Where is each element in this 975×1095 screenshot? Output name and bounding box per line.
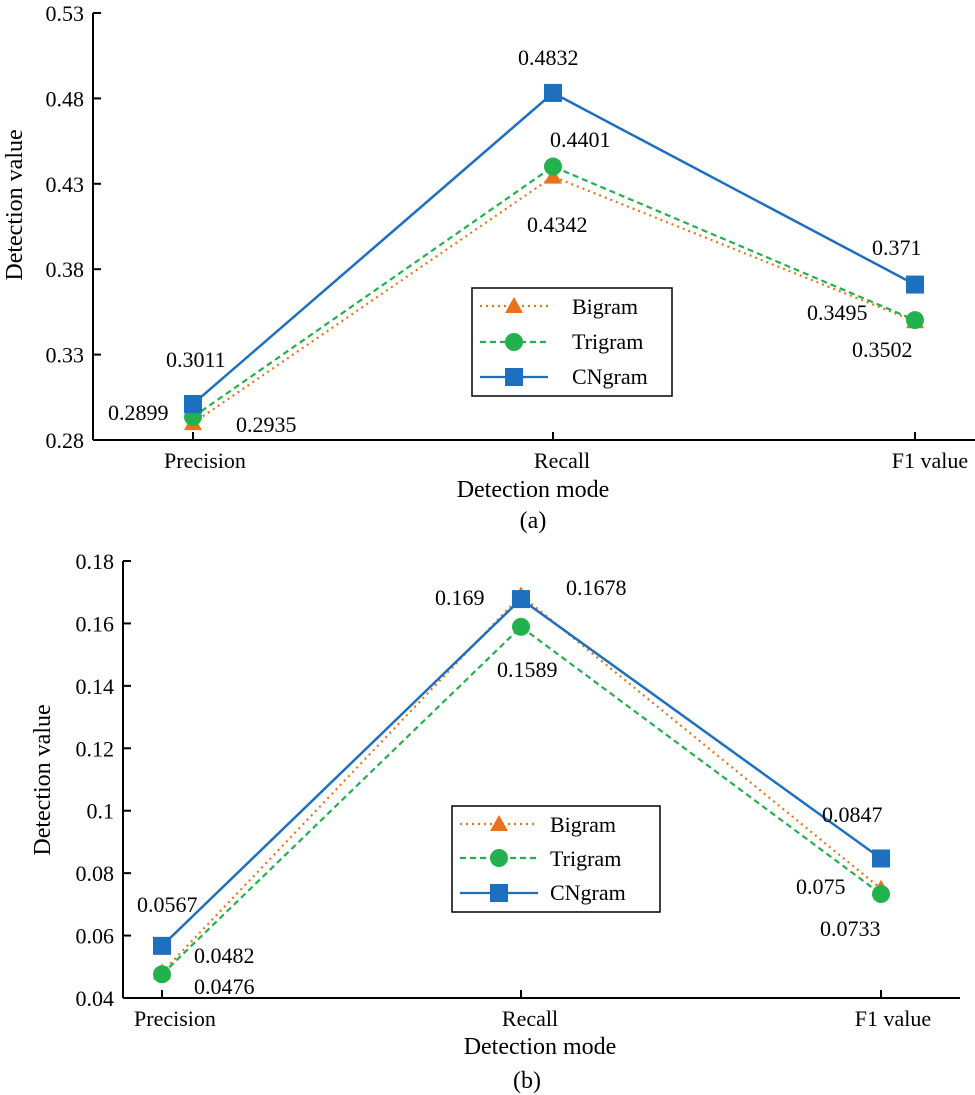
- series-a: [184, 83, 924, 431]
- label-a-bigram-precision: 0.2899: [108, 400, 169, 425]
- y-tick-label-b: 0.12: [76, 736, 115, 761]
- y-ticks-b: 0.04 0.06 0.08 0.1 0.12 0.14 0.16 0.18: [76, 549, 131, 1011]
- label-b-trigram-f1: 0.0733: [820, 916, 881, 941]
- label-a-trigram-precision: 0.2935: [236, 412, 297, 437]
- x-ticks-b: Precision Recall F1 value: [134, 990, 931, 1031]
- legend-b-bigram-text: Bigram: [550, 812, 616, 837]
- series-line-a-trigram: [192, 165, 916, 418]
- legend-b-trigram-text: Trigram: [550, 846, 621, 871]
- y-tick-label-b: 0.08: [76, 861, 115, 886]
- y-axis-title-a: Detection value: [2, 129, 28, 280]
- legend-marker-trigram: [490, 849, 508, 867]
- data-labels-b: 0.0482 0.0476 0.0567 0.169 0.1589 0.1678…: [137, 575, 883, 999]
- legend-b-cngram-text: CNgram: [550, 880, 626, 905]
- legend-a-bigram-text: Bigram: [572, 294, 638, 319]
- label-b-trigram-recall: 0.1589: [497, 657, 558, 682]
- series-line-a-bigram: [192, 175, 916, 424]
- x-tick-label-a: Precision: [164, 448, 246, 473]
- chart-panel-b: 0.04 0.06 0.08 0.1 0.12 0.14 0.16 0.18 Precisio…: [30, 549, 960, 1094]
- x-tick-label-b: F1 value: [855, 1006, 931, 1031]
- x-ticks-a: Precision Recall F1 value: [164, 432, 968, 473]
- panel-caption-b: (b): [513, 1068, 541, 1094]
- y-axis-title-b: Detection value: [30, 704, 56, 855]
- marker-a-cngram-1: [544, 83, 562, 102]
- legend-marker-bigram: [505, 297, 523, 313]
- series-b: [153, 586, 890, 984]
- legend-b-keys: [460, 815, 538, 902]
- marker-b-cngram-1: [512, 590, 530, 609]
- y-tick-label-b: 0.06: [76, 924, 115, 949]
- x-axis-title-b: Detection mode: [464, 1034, 617, 1060]
- y-tick-label-b: 0.04: [76, 986, 115, 1011]
- legend-marker-cngram: [490, 884, 508, 902]
- legend-a-trigram-text: Trigram: [572, 329, 643, 354]
- legend-b-box: [451, 805, 661, 913]
- label-a-bigram-recall: 0.4342: [527, 212, 588, 237]
- label-b-cngram-f1: 0.0847: [822, 802, 883, 827]
- label-a-bigram-f1: 0.3495: [807, 300, 868, 325]
- y-tick-label-a: 0.38: [46, 257, 85, 282]
- series-line-b-bigram: [161, 593, 882, 974]
- marker-b-cngram-0: [153, 936, 171, 955]
- label-b-trigram-precision: 0.0476: [194, 974, 255, 999]
- y-tick-label-a: 0.28: [46, 428, 85, 453]
- x-tick-label-a: Recall: [534, 448, 590, 473]
- marker-b-trigram-0: [153, 965, 171, 984]
- legend-marker-trigram: [505, 333, 523, 351]
- y-tick-label-a: 0.33: [46, 343, 85, 368]
- label-b-cngram-precision: 0.0567: [137, 892, 198, 917]
- axes-a: [92, 13, 975, 441]
- x-tick-label-a: F1 value: [892, 448, 968, 473]
- legend-a-keys: [480, 297, 548, 386]
- legend-b: Bigram Trigram CNgram: [451, 805, 661, 913]
- label-a-trigram-f1: 0.3502: [852, 337, 913, 362]
- chart-panel-a: 0.28 0.33 0.38 0.43 0.48 0.53 Precision Recall…: [2, 1, 975, 534]
- marker-b-trigram-1: [512, 617, 530, 636]
- label-a-cngram-f1: 0.371: [872, 235, 922, 260]
- data-labels-a: 0.2899 0.2935 0.3011 0.4342 0.4401 0.483…: [108, 45, 922, 437]
- y-tick-label-a: 0.53: [46, 1, 85, 26]
- marker-a-trigram-1: [544, 157, 562, 176]
- label-b-bigram-f1: 0.075: [796, 874, 846, 899]
- marker-a-cngram-0: [184, 394, 202, 413]
- legend-marker-cngram: [505, 368, 523, 386]
- legend-a-cngram-text: CNgram: [572, 364, 648, 389]
- y-tick-label-a: 0.48: [46, 86, 85, 111]
- y-tick-label-b: 0.18: [76, 549, 115, 574]
- x-tick-label-b: Recall: [502, 1006, 558, 1031]
- y-tick-label-b: 0.14: [76, 674, 115, 699]
- y-tick-label-b: 0.16: [76, 611, 115, 636]
- marker-a-bigram-1: [544, 167, 562, 184]
- label-a-cngram-recall: 0.4832: [518, 45, 579, 70]
- marker-b-trigram-2: [872, 885, 890, 904]
- label-b-cngram-recall: 0.1678: [566, 575, 627, 600]
- panel-caption-a: (a): [520, 508, 547, 534]
- label-a-trigram-recall: 0.4401: [550, 127, 611, 152]
- y-ticks-a: 0.28 0.33 0.38 0.43 0.48 0.53: [46, 1, 101, 453]
- y-tick-label-a: 0.43: [46, 172, 85, 197]
- axes-b: [122, 561, 960, 999]
- marker-a-trigram-2: [906, 311, 924, 330]
- marker-b-cngram-2: [872, 849, 890, 868]
- label-a-cngram-precision: 0.3011: [166, 347, 226, 372]
- x-tick-label-b: Precision: [134, 1006, 216, 1031]
- x-axis-title-a: Detection mode: [457, 477, 610, 503]
- label-b-bigram-recall: 0.169: [435, 585, 485, 610]
- legend-a: Bigram Trigram CNgram: [471, 287, 673, 397]
- legend-marker-bigram: [490, 815, 508, 831]
- y-tick-label-b: 0.1: [87, 799, 115, 824]
- label-b-bigram-precision: 0.0482: [194, 943, 255, 968]
- marker-a-cngram-2: [906, 275, 924, 294]
